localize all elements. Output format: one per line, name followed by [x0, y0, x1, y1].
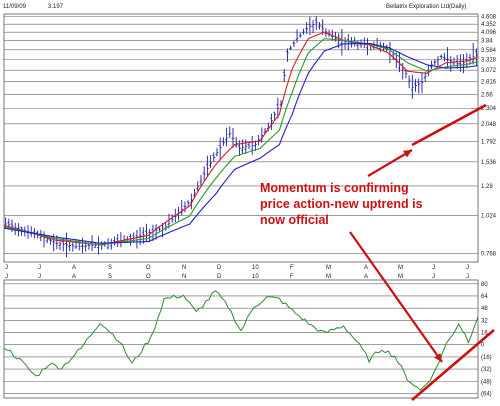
header-title: Bellatrix Exploration Ltd(Daily): [386, 4, 466, 10]
price-y-tick: 0.768: [481, 251, 497, 257]
price-y-tick: 1.28: [481, 184, 493, 190]
month-labels: J J A S O N D 10 F M A M J J: [5, 265, 469, 271]
arrow-to-oscillator: [349, 231, 443, 363]
oscillator-y-tick: 48: [481, 306, 488, 312]
price-frame: [3, 13, 479, 263]
annotation-text: Momentum is confirming price action-new …: [260, 181, 423, 227]
price-y-tick: 4.352: [481, 22, 497, 28]
oscillator-month-label: M: [326, 274, 331, 280]
oscillator-y-tick: (16): [481, 355, 492, 361]
annotation-line-1: Momentum is confirming: [260, 181, 409, 195]
price-y-tick: 4.096: [481, 30, 497, 36]
arrow-to-oscillator-head: [434, 353, 442, 362]
price-y-tick: 3.584: [481, 48, 497, 54]
price-y-tick: 2.56: [481, 92, 493, 98]
price-y-tick: 1.536: [481, 160, 497, 166]
price-y-tick: 3.84: [481, 39, 493, 45]
month-label: A: [72, 265, 76, 271]
price-bars: [4, 16, 478, 258]
price-y-tick: 2.304: [481, 106, 497, 112]
oscillator-grid: [3, 279, 479, 399]
oscillator-month-label: J: [38, 274, 41, 280]
oscillator-month-labels: J J A S O N D 10 F M A M J J: [5, 274, 469, 280]
oscillator-frame: [3, 279, 479, 399]
oscillator-month-label: A: [72, 274, 76, 280]
price-grid: [3, 13, 479, 263]
oscillator-series-line: [3, 290, 479, 391]
moving-averages: [3, 31, 479, 246]
arrow-to-price: [367, 149, 413, 177]
oscillator-y-tick: 80: [481, 282, 488, 288]
annotation-marks: [349, 103, 495, 401]
oscillator-trendline: [411, 329, 495, 401]
oscillator-month-label: F: [290, 274, 294, 280]
oscillator-y-tick: 16: [481, 331, 488, 337]
oscillator-y-tick: (48): [481, 379, 492, 385]
oscillator-y-tick: 64: [481, 294, 488, 300]
price-trendline: [411, 103, 487, 147]
month-label: N: [182, 265, 186, 271]
oscillator-month-label: J: [466, 274, 469, 280]
oscillator-month-label: J: [432, 274, 435, 280]
month-label: O: [146, 265, 151, 271]
oscillator-y-tick: (64): [481, 391, 492, 397]
oscillator-y-ticks: 80 64 48 32 16 0 (16) (32) (48) (64): [481, 282, 492, 398]
oscillator-month-label: S: [108, 274, 112, 280]
oscillator-y-tick: 0: [481, 343, 485, 349]
header-price: 3.197: [48, 4, 64, 10]
month-label: F: [290, 265, 294, 271]
month-label: J: [432, 265, 435, 271]
price-y-tick: 2.048: [481, 122, 497, 128]
month-label: 10: [252, 265, 259, 271]
oscillator-month-label: J: [5, 274, 8, 280]
header-date: 11/09/09: [3, 4, 27, 10]
arrow-to-price-head: [403, 150, 412, 158]
moving-average-line: [3, 31, 479, 246]
oscillator-month-label: A: [364, 274, 368, 280]
month-label: J: [38, 265, 41, 271]
month-label: J: [466, 265, 469, 271]
price-y-tick: 3.328: [481, 58, 497, 64]
annotation-line-3: now official: [260, 213, 329, 227]
month-label: M: [398, 265, 403, 271]
annotation-line-2: price action-new uptrend is: [260, 197, 423, 211]
moving-average-line: [3, 42, 479, 244]
month-label: S: [108, 265, 112, 271]
month-label: D: [217, 265, 222, 271]
month-label: M: [326, 265, 331, 271]
price-y-tick: 1.792: [481, 139, 497, 145]
price-y-tick: 1.024: [481, 213, 497, 219]
oscillator-y-tick: 32: [481, 318, 488, 324]
oscillator-month-label: O: [146, 274, 151, 280]
price-y-tick: 3.072: [481, 68, 497, 74]
moving-average-line: [3, 38, 479, 246]
month-label: A: [364, 265, 368, 271]
month-label: J: [5, 265, 8, 271]
price-y-tick: 2.816: [481, 80, 497, 86]
oscillator-month-label: 10: [252, 274, 259, 280]
oscillator-month-label: D: [217, 274, 222, 280]
oscillator-y-tick: (32): [481, 367, 492, 373]
price-y-tick: 4.608: [481, 15, 497, 21]
oscillator-month-label: N: [182, 274, 186, 280]
oscillator-month-label: M: [398, 274, 403, 280]
oscillator-line: [3, 290, 479, 391]
